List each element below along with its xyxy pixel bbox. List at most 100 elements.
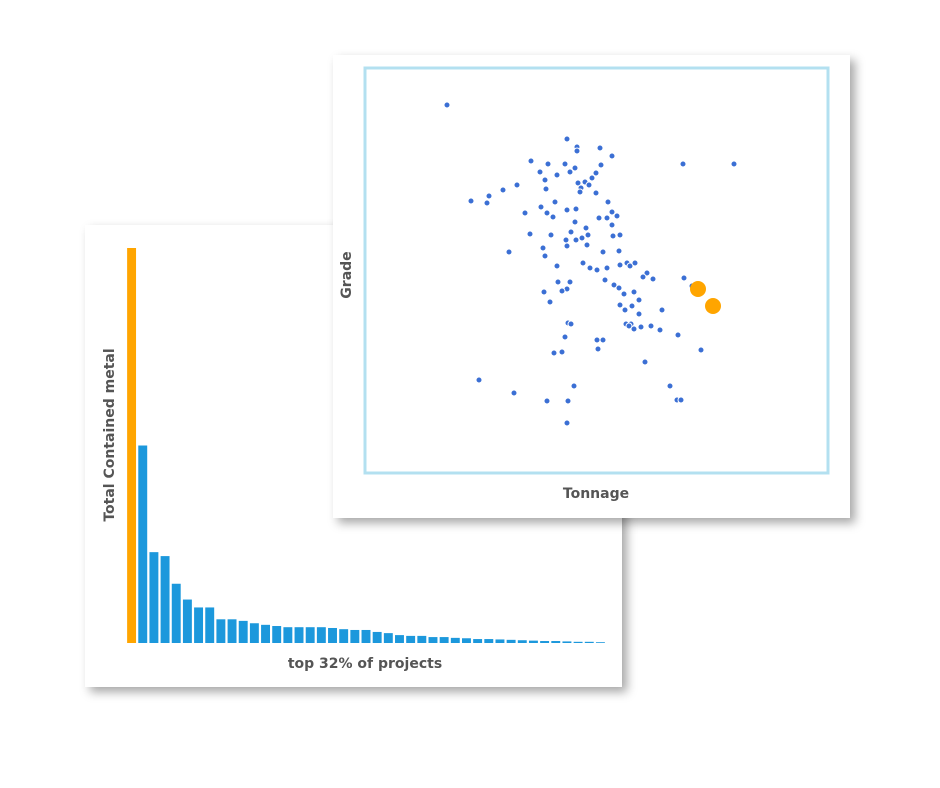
bar: [249, 623, 259, 643]
scatter-point: [615, 284, 623, 292]
bar: [450, 637, 460, 643]
scatter-point: [564, 397, 572, 405]
scatter-point: [572, 205, 580, 213]
bar: [127, 248, 137, 643]
scatter-point: [558, 348, 566, 356]
bar: [395, 635, 404, 643]
bar: [361, 629, 371, 643]
scatter-point: [730, 160, 738, 168]
scatter-point: [609, 232, 617, 240]
bar: [551, 641, 561, 643]
scatter-point: [626, 262, 634, 270]
scatter-point: [585, 181, 593, 189]
bar: [328, 627, 337, 643]
scatter-point: [561, 160, 569, 168]
scatter-point: [630, 288, 638, 296]
scatter-point: [588, 174, 596, 182]
scatter-point: [656, 326, 664, 334]
scatter-point: [570, 382, 578, 390]
x-axis-label: Tonnage: [563, 486, 629, 502]
scatter-point: [521, 209, 529, 217]
bar: [160, 556, 170, 643]
scatter-point: [578, 234, 586, 242]
scatter-point: [595, 214, 603, 222]
bar: [528, 640, 538, 643]
scatter-point: [608, 221, 616, 229]
bar: [517, 640, 527, 643]
scatter-point: [690, 281, 706, 297]
bar: [484, 639, 494, 643]
scatter-point: [613, 212, 621, 220]
scatter-point: [604, 198, 612, 206]
scatter-point: [610, 281, 618, 289]
scatter-point: [542, 185, 550, 193]
scatter-point: [593, 266, 601, 274]
scatter-point: [572, 236, 580, 244]
scatter-point: [603, 214, 611, 222]
scatter-point: [513, 181, 521, 189]
scatter-point: [603, 264, 611, 272]
scatter-point: [643, 269, 651, 277]
scatter-point: [563, 206, 571, 214]
scatter-point: [543, 209, 551, 217]
scatter-point: [537, 203, 545, 211]
scatter-point: [573, 147, 581, 155]
scatter-point: [680, 274, 688, 282]
scatter-point: [658, 306, 666, 314]
bar: [339, 629, 349, 643]
scatter-point: [628, 302, 636, 310]
scatter-point: [597, 161, 605, 169]
y-axis-label: Total Contained metal: [102, 348, 118, 521]
scatter-point: [601, 276, 609, 284]
scatter-point: [616, 301, 624, 309]
scatter-point: [540, 288, 548, 296]
scatter-point: [584, 231, 592, 239]
scatter-point: [550, 349, 558, 357]
scatter-point: [541, 176, 549, 184]
plot-border: [363, 66, 830, 475]
scatter-point: [567, 320, 575, 328]
bar: [227, 619, 237, 643]
scatter-point: [674, 331, 682, 339]
bar: [149, 552, 159, 643]
scatter-point: [641, 358, 649, 366]
scatter-point: [547, 231, 555, 239]
scatter-point: [571, 218, 579, 226]
scatter-point: [625, 322, 633, 330]
scatter-point: [620, 290, 628, 298]
scatter-point: [576, 188, 584, 196]
scatter-point: [599, 336, 607, 344]
bar: [383, 633, 393, 643]
scatter-point: [485, 192, 493, 200]
scatter-point: [639, 273, 647, 281]
bar: [205, 607, 215, 643]
scatter-point: [563, 242, 571, 250]
bar: [238, 620, 248, 643]
scatter-point: [563, 419, 571, 427]
scatter-point: [546, 298, 554, 306]
scatter-point: [579, 259, 587, 267]
bar: [194, 607, 204, 643]
scatter-point: [541, 252, 549, 260]
scatter-point: [536, 168, 544, 176]
scatter-point: [475, 376, 483, 384]
bar: [138, 445, 148, 643]
scatter-point: [615, 247, 623, 255]
scatter-point: [510, 389, 518, 397]
bar: [495, 639, 505, 643]
bar: [261, 624, 270, 643]
scatter-point: [539, 244, 547, 252]
scatter-point: [593, 336, 601, 344]
scatter-point: [616, 261, 624, 269]
scatter-point: [566, 168, 574, 176]
scatter-panel: Grade Tonnage: [333, 55, 850, 518]
scatter-point: [554, 278, 562, 286]
scatter-point: [558, 287, 566, 295]
scatter-point: [596, 144, 604, 152]
scatter-point: [697, 346, 705, 354]
x-axis-label: top 32% of projects: [288, 656, 442, 672]
scatter-point: [608, 152, 616, 160]
scatter-point: [527, 157, 535, 165]
bar: [372, 631, 382, 643]
